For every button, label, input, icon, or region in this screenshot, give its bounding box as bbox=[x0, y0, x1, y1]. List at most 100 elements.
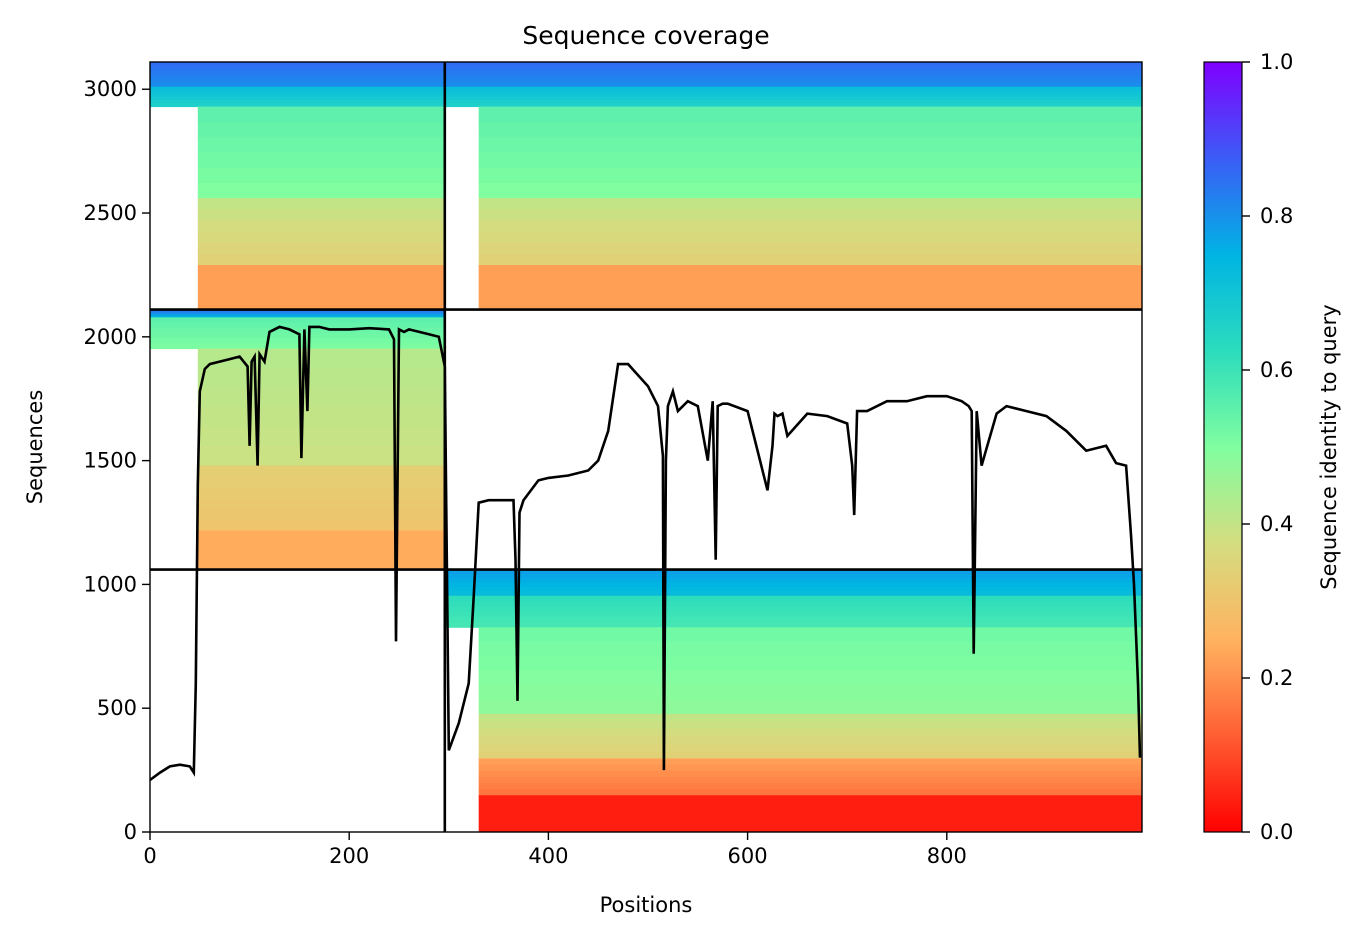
heatmap-cell bbox=[478, 294, 1142, 303]
heatmap-cell bbox=[150, 90, 445, 94]
heatmap-cell bbox=[444, 573, 1142, 579]
y-tick-label: 2000 bbox=[84, 325, 137, 349]
heatmap-cell bbox=[478, 302, 1142, 311]
heatmap-cell bbox=[150, 66, 445, 71]
heatmap-cell bbox=[444, 93, 1142, 98]
heatmap-cell bbox=[444, 90, 1142, 94]
heatmap-cell bbox=[444, 591, 1142, 597]
heatmap-cell bbox=[197, 152, 445, 169]
heatmap-cell bbox=[197, 198, 445, 210]
y-tick-label: 1500 bbox=[84, 449, 137, 473]
heatmap-cell bbox=[478, 209, 1142, 221]
coverage-line bbox=[150, 325, 1142, 782]
colorbar-label: Sequence identity to query bbox=[1317, 304, 1341, 589]
heatmap-cell bbox=[197, 487, 445, 499]
heatmap-cell bbox=[478, 770, 1142, 778]
heatmap-cell bbox=[478, 656, 1142, 672]
heatmap-cell bbox=[150, 312, 445, 314]
heatmap-cell bbox=[197, 272, 445, 281]
heatmap-cell bbox=[478, 758, 1142, 766]
heatmap-cell bbox=[150, 316, 445, 318]
heatmap-cell bbox=[478, 265, 1142, 273]
heatmap-cell bbox=[478, 764, 1142, 772]
heatmap-cell bbox=[150, 103, 445, 108]
y-tick-label: 3000 bbox=[84, 77, 137, 101]
heatmap-cell bbox=[478, 182, 1142, 199]
heatmap-cell bbox=[150, 70, 445, 75]
heatmap-cell bbox=[478, 242, 1142, 255]
heatmap-cell bbox=[197, 508, 445, 521]
heatmap-cell bbox=[150, 78, 445, 84]
colorbar-tick-label: 0.2 bbox=[1260, 666, 1293, 690]
heatmap-cell bbox=[478, 231, 1142, 244]
heatmap-cell bbox=[150, 343, 445, 350]
heatmap-cell bbox=[150, 317, 445, 324]
heatmap-cell bbox=[150, 314, 445, 317]
heatmap-cell bbox=[478, 783, 1142, 790]
plot-frame bbox=[149, 61, 1143, 833]
heatmap-cell bbox=[444, 103, 1142, 108]
heatmap-cell bbox=[197, 543, 445, 551]
heatmap-cell bbox=[150, 62, 445, 67]
colorbar-ticks: 0.0 0.2 0.4 0.6 0.8 1.0 bbox=[1242, 50, 1293, 844]
chain2-unpaired bbox=[444, 569, 1142, 832]
x-tick-label: 400 bbox=[528, 844, 568, 868]
heatmap-cell bbox=[444, 66, 1142, 71]
heatmap-cell bbox=[150, 310, 445, 313]
heatmap-cell bbox=[478, 152, 1142, 169]
heatmap-cell bbox=[150, 74, 445, 80]
heatmap-cell bbox=[478, 813, 1142, 821]
heatmap-cell bbox=[150, 327, 445, 334]
y-axis-ticks: 0 500 1000 1500 2000 2500 3000 bbox=[84, 77, 150, 844]
y-tick-label: 1000 bbox=[84, 572, 137, 596]
chain1-pair-top bbox=[150, 62, 445, 311]
heatmap-cell bbox=[150, 338, 445, 344]
heatmap-cell bbox=[197, 563, 445, 571]
heatmap-cell bbox=[197, 279, 445, 288]
heatmap-cell bbox=[150, 96, 445, 101]
colorbar-tick-label: 0.0 bbox=[1260, 820, 1293, 844]
colorbar bbox=[1203, 61, 1243, 833]
heatmap-cell bbox=[478, 736, 1142, 745]
heatmap-cell bbox=[197, 556, 445, 564]
colorbar-tick-label: 0.6 bbox=[1260, 358, 1293, 382]
heatmap-cell bbox=[478, 167, 1142, 184]
heatmap-cell bbox=[197, 426, 445, 447]
heatmap-cell bbox=[478, 728, 1142, 737]
heatmap-cell bbox=[197, 537, 445, 545]
heatmap-cell bbox=[478, 685, 1142, 700]
heatmap-cell bbox=[197, 121, 445, 138]
chain1-unpaired bbox=[150, 309, 445, 571]
x-tick-label: 600 bbox=[728, 844, 768, 868]
heatmap-cell bbox=[478, 641, 1142, 657]
heatmap-cell bbox=[197, 387, 445, 408]
heatmap-cell bbox=[478, 789, 1142, 796]
heatmap-cell bbox=[478, 253, 1142, 266]
heatmap-cell bbox=[444, 99, 1142, 104]
heatmap-cell bbox=[197, 265, 445, 273]
heatmap-cell bbox=[197, 465, 445, 477]
colorbar-tick-label: 1.0 bbox=[1260, 50, 1293, 74]
heatmap-cell bbox=[150, 93, 445, 98]
heatmap-cell bbox=[478, 198, 1142, 210]
heatmap-cell bbox=[197, 231, 445, 244]
heatmap-cell bbox=[478, 825, 1142, 832]
x-tick-label: 0 bbox=[143, 844, 156, 868]
x-tick-label: 200 bbox=[329, 844, 369, 868]
heatmap-cell bbox=[197, 253, 445, 266]
heatmap-cell bbox=[197, 550, 445, 558]
colorbar-tick-label: 0.8 bbox=[1260, 204, 1293, 228]
heatmap-cell bbox=[444, 601, 1142, 607]
heatmap-cell bbox=[150, 86, 445, 91]
heatmap-cell bbox=[197, 407, 445, 428]
heatmap-cell bbox=[197, 182, 445, 199]
heatmap-cell bbox=[150, 82, 445, 88]
heatmap-cell bbox=[478, 721, 1142, 730]
heatmap-cell bbox=[444, 622, 1142, 628]
heatmap-cell bbox=[444, 74, 1142, 80]
heatmap-cell bbox=[444, 96, 1142, 101]
heatmap-cell bbox=[478, 807, 1142, 815]
y-axis-label: Sequences bbox=[23, 390, 47, 505]
heatmap-cell bbox=[150, 99, 445, 104]
